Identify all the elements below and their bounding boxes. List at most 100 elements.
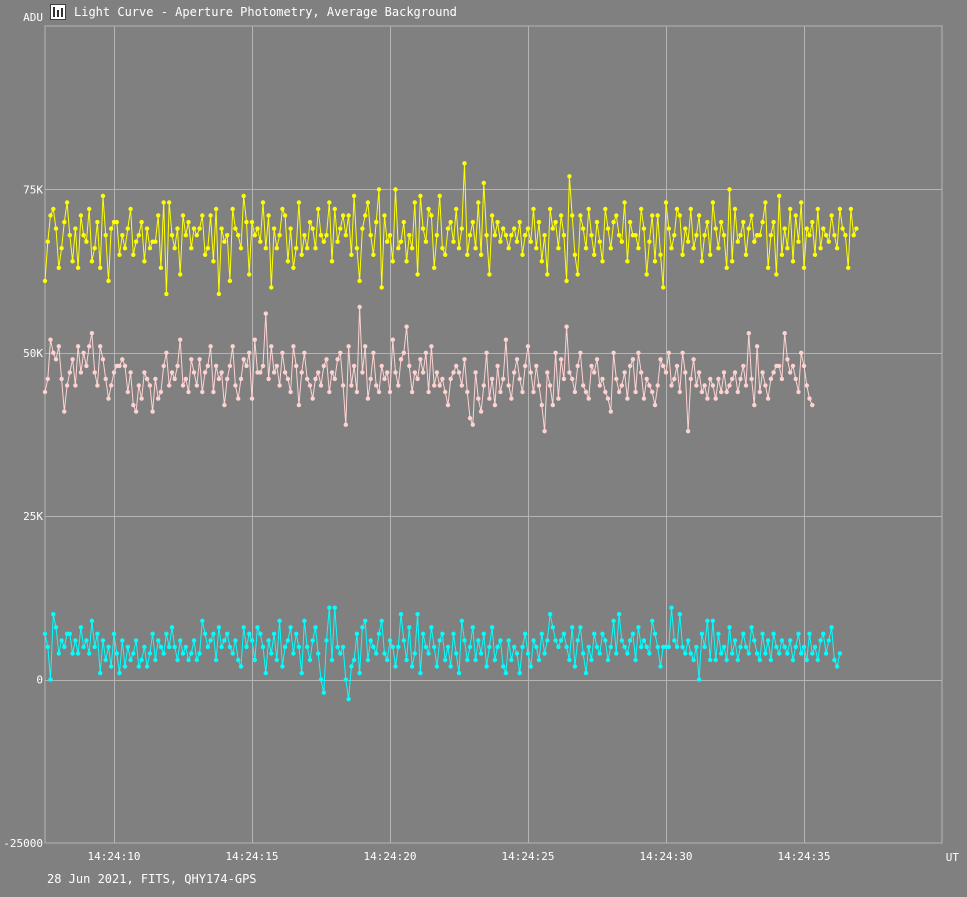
series-1-point: [363, 213, 368, 218]
x-tick-label: 14:24:30: [640, 850, 693, 863]
series-1-point: [208, 213, 213, 218]
series-2-point: [719, 389, 724, 395]
series-1-point: [478, 252, 484, 257]
series-1-point: [291, 265, 296, 270]
series-1-point: [663, 200, 669, 205]
series-2-point: [536, 383, 542, 388]
series-2-point: [349, 383, 354, 388]
series-1-point: [429, 213, 434, 218]
series-3-point: [180, 651, 186, 656]
series-3-point: [429, 625, 434, 630]
series-1-point: [672, 233, 677, 238]
series-1-point: [774, 272, 779, 277]
series-1-point: [244, 219, 249, 225]
series-3-point: [572, 664, 578, 669]
series-1-point: [782, 226, 787, 231]
series-3-point: [837, 651, 843, 656]
series-2-point: [542, 429, 547, 434]
chart-icon[interactable]: [50, 4, 66, 20]
series-1-point: [738, 233, 743, 238]
series-1-point: [75, 265, 81, 270]
series-3-point: [801, 644, 807, 650]
series-1-point: [351, 193, 357, 199]
series-3-point: [470, 625, 475, 630]
series-3-point: [691, 657, 696, 663]
series-1-point: [564, 278, 569, 284]
series-3-point: [208, 638, 213, 643]
series-1-point: [545, 272, 550, 277]
series-3-point: [299, 670, 304, 676]
series-1-point: [732, 206, 738, 212]
series-3-point: [627, 638, 633, 643]
series-2-point: [498, 389, 503, 395]
series-1-point: [161, 200, 166, 205]
series-3-point: [818, 638, 823, 643]
series-1-point: [627, 219, 633, 225]
series-2-point: [696, 370, 702, 375]
series-3-point: [412, 651, 417, 656]
series-1-point: [603, 206, 608, 212]
series-2-point: [385, 370, 390, 375]
series-3-point: [556, 644, 561, 650]
series-3-point: [258, 631, 263, 636]
series-1-point: [329, 259, 335, 264]
series-1-point: [285, 259, 291, 264]
series-1-point: [327, 200, 332, 205]
series-3-point: [647, 651, 652, 656]
series-3-point: [489, 625, 495, 630]
series-3-point: [454, 651, 459, 656]
series-3-point: [501, 664, 506, 669]
series-1-point: [213, 206, 219, 212]
series-1-point: [594, 219, 600, 225]
series-2-point: [636, 350, 641, 355]
series-2-point: [512, 370, 517, 375]
series-3-point: [114, 651, 120, 656]
series-1-point: [263, 246, 268, 251]
series-3-point: [768, 657, 774, 663]
series-2-point: [677, 389, 682, 395]
series-2-point: [147, 383, 153, 388]
series-3-point: [318, 677, 324, 682]
series-3-point: [230, 651, 235, 656]
series-1-point: [788, 206, 793, 212]
series-1-point: [252, 233, 257, 238]
series-1-point: [650, 213, 655, 218]
series-2-point: [420, 370, 426, 375]
series-3-point: [484, 664, 489, 669]
series-2-point: [669, 383, 674, 388]
series-1-point: [164, 291, 169, 297]
series-2-point: [730, 376, 735, 382]
series-3-point: [225, 631, 230, 636]
series-2-point: [302, 350, 307, 355]
series-1-point: [191, 226, 197, 231]
series-2-point: [89, 331, 95, 336]
series-2-point: [164, 350, 169, 355]
series-3-point: [321, 690, 326, 695]
series-3-point: [288, 625, 293, 630]
series-3-point: [685, 638, 691, 643]
series-2-point: [144, 376, 150, 382]
series-3-point: [672, 638, 677, 643]
series-2-point: [125, 389, 130, 395]
series-1-point: [465, 252, 470, 257]
series-1-point: [846, 265, 851, 270]
series-2-point: [716, 376, 721, 382]
series-3-point: [374, 651, 379, 656]
series-1-point: [216, 291, 222, 297]
series-1-point: [197, 226, 202, 231]
series-1-point: [470, 219, 475, 225]
series-1-point: [622, 200, 627, 205]
series-3-point: [807, 631, 812, 636]
series-2-point: [600, 376, 605, 382]
series-3-point: [616, 612, 622, 617]
series-3-point: [655, 644, 660, 650]
series-2-point: [346, 344, 351, 349]
series-1-point: [473, 246, 478, 251]
series-3-point: [62, 644, 67, 650]
series-1-point: [799, 200, 804, 205]
series-2-point: [213, 363, 219, 369]
series-3-point: [111, 631, 117, 636]
series-3-point: [810, 651, 815, 656]
series-3-point: [760, 631, 765, 636]
series-1-point: [454, 206, 459, 212]
